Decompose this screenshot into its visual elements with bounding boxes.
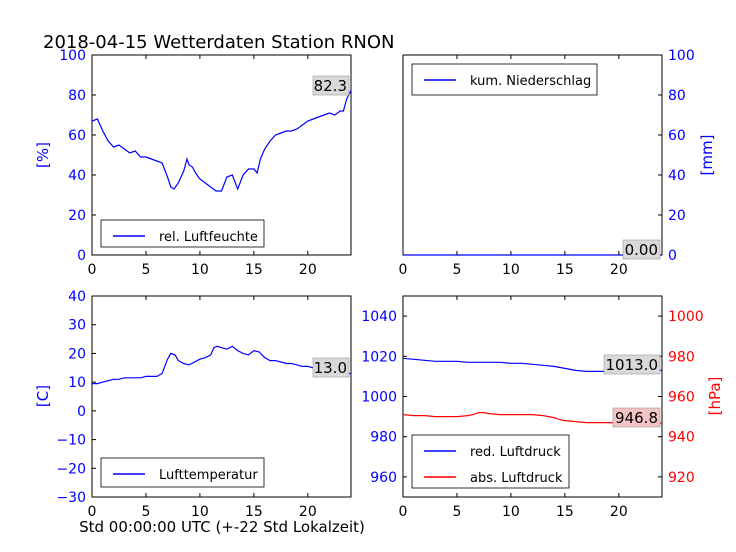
- x-tick-label: 15: [245, 504, 263, 520]
- precipitation-last-value-box: [622, 239, 661, 260]
- y-tick-label: 80: [68, 88, 86, 104]
- y-tick-label: −30: [56, 490, 86, 506]
- chart-title: 2018-04-15 Wetterdaten Station RNON: [43, 32, 394, 53]
- y-tick-label: 980: [370, 430, 397, 446]
- y-tick-label: 1040: [361, 309, 397, 325]
- y-tick-label: 1000: [361, 390, 397, 406]
- y-tick-label: 20: [68, 346, 86, 362]
- x-tick-label: 5: [141, 262, 150, 278]
- plot-frame-2: [91, 295, 352, 498]
- temperature-last-value-box: [312, 357, 350, 378]
- temperature-panel: 0 5 10 15 20 −30 −20 −10 0 10 20 30 40 [C] 13.0 Lufttem…: [34, 289, 352, 520]
- y-tick-label: 60: [68, 128, 86, 144]
- y-tick-label: 60: [668, 128, 686, 144]
- precipitation-panel: 0 5 10 15 20 0 20 40 60 80 100 [mm] 0.00 kum. Nieders…: [399, 48, 716, 278]
- x-tick-label: 20: [610, 504, 628, 520]
- y-tick-label: 920: [668, 470, 695, 486]
- y-tick-label: 940: [668, 430, 695, 446]
- legend-label: kum. Niederschlag: [470, 74, 591, 89]
- x-axis-label: Std 00:00:00 UTC (+-22 Std Lokalzeit): [79, 518, 365, 536]
- temperature-line: [92, 345, 351, 385]
- y-tick-label: −20: [56, 461, 86, 477]
- y-tick-label: 960: [668, 390, 695, 406]
- x-tick-label: 15: [556, 504, 574, 520]
- y-tick-label: −10: [56, 433, 86, 449]
- x-tick-label: 0: [399, 262, 408, 278]
- x-tick-label: 15: [245, 262, 263, 278]
- y-tick-label: 20: [668, 208, 686, 224]
- precipitation-y-axis-label: [mm]: [698, 135, 716, 176]
- x-tick-label: 5: [452, 504, 461, 520]
- x-tick-label: 0: [88, 262, 97, 278]
- absolute-pressure-last-value: 946.8: [615, 409, 658, 427]
- humidity-y-axis-label: [%]: [34, 142, 52, 168]
- y-tick-label: 0: [668, 248, 677, 264]
- x-tick-label: 10: [191, 504, 209, 520]
- x-tick-label: 15: [556, 262, 574, 278]
- reduced-pressure-last-value-box: [603, 354, 661, 375]
- temperature-y-axis-label: [C]: [34, 385, 52, 407]
- reduced-pressure-last-value: 1013.0: [606, 356, 659, 374]
- pressure-y-axis-label: [hPa]: [706, 377, 724, 416]
- x-tick-label: 0: [399, 504, 408, 520]
- legend-label: Lufttemperatur: [159, 468, 258, 483]
- y-tick-label: 0: [77, 404, 86, 420]
- y-tick-label: 80: [668, 88, 686, 104]
- x-tick-label: 20: [610, 262, 628, 278]
- y-tick-label: 20: [68, 208, 86, 224]
- y-tick-label: 100: [59, 48, 86, 64]
- legend-box: [100, 457, 265, 488]
- x-tick-label: 10: [191, 262, 209, 278]
- y-tick-label: 0: [77, 248, 86, 264]
- x-tick-label: 10: [502, 262, 520, 278]
- temperature-last-value: 13.0: [314, 359, 347, 377]
- x-tick-label: 5: [141, 504, 150, 520]
- y-tick-label: 10: [68, 375, 86, 391]
- legend-label: abs. Luftdruck: [470, 471, 563, 486]
- y-tick-label: 960: [370, 470, 397, 486]
- x-tick-label: 20: [299, 262, 317, 278]
- y-tick-label: 40: [668, 168, 686, 184]
- x-tick-label: 10: [502, 504, 520, 520]
- x-tick-label: 0: [88, 504, 97, 520]
- humidity-line: [91, 90, 352, 192]
- x-tick-label: 5: [452, 262, 461, 278]
- y-tick-label: 1000: [668, 309, 704, 325]
- y-tick-label: 100: [668, 48, 695, 64]
- legend-label: rel. Luftfeuchte: [159, 230, 258, 245]
- plot-frame-0: [91, 54, 352, 256]
- humidity-panel: 0 5 10 15 20 0 20 40 60 80 100 [%] 82.3 rel. Luftfeuc…: [34, 48, 352, 278]
- absolute-pressure-last-value-box: [612, 407, 661, 428]
- y-tick-label: 40: [68, 168, 86, 184]
- legend-box: [411, 434, 570, 489]
- legend-box: [100, 219, 265, 248]
- y-tick-label: 1020: [361, 349, 397, 365]
- y-tick-label: 30: [68, 318, 86, 334]
- legend-label: red. Luftdruck: [470, 445, 561, 460]
- pressure-panel: 0 5 10 15 20 960 980 1000 1020 1040 920 940 960 980 10…: [361, 295, 724, 520]
- humidity-last-value: 82.3: [314, 77, 347, 95]
- y-tick-label: 980: [668, 349, 695, 365]
- humidity-last-value-box: [312, 75, 350, 96]
- x-tick-label: 20: [299, 504, 317, 520]
- y-tick-label: 40: [68, 289, 86, 305]
- precipitation-last-value: 0.00: [625, 241, 658, 259]
